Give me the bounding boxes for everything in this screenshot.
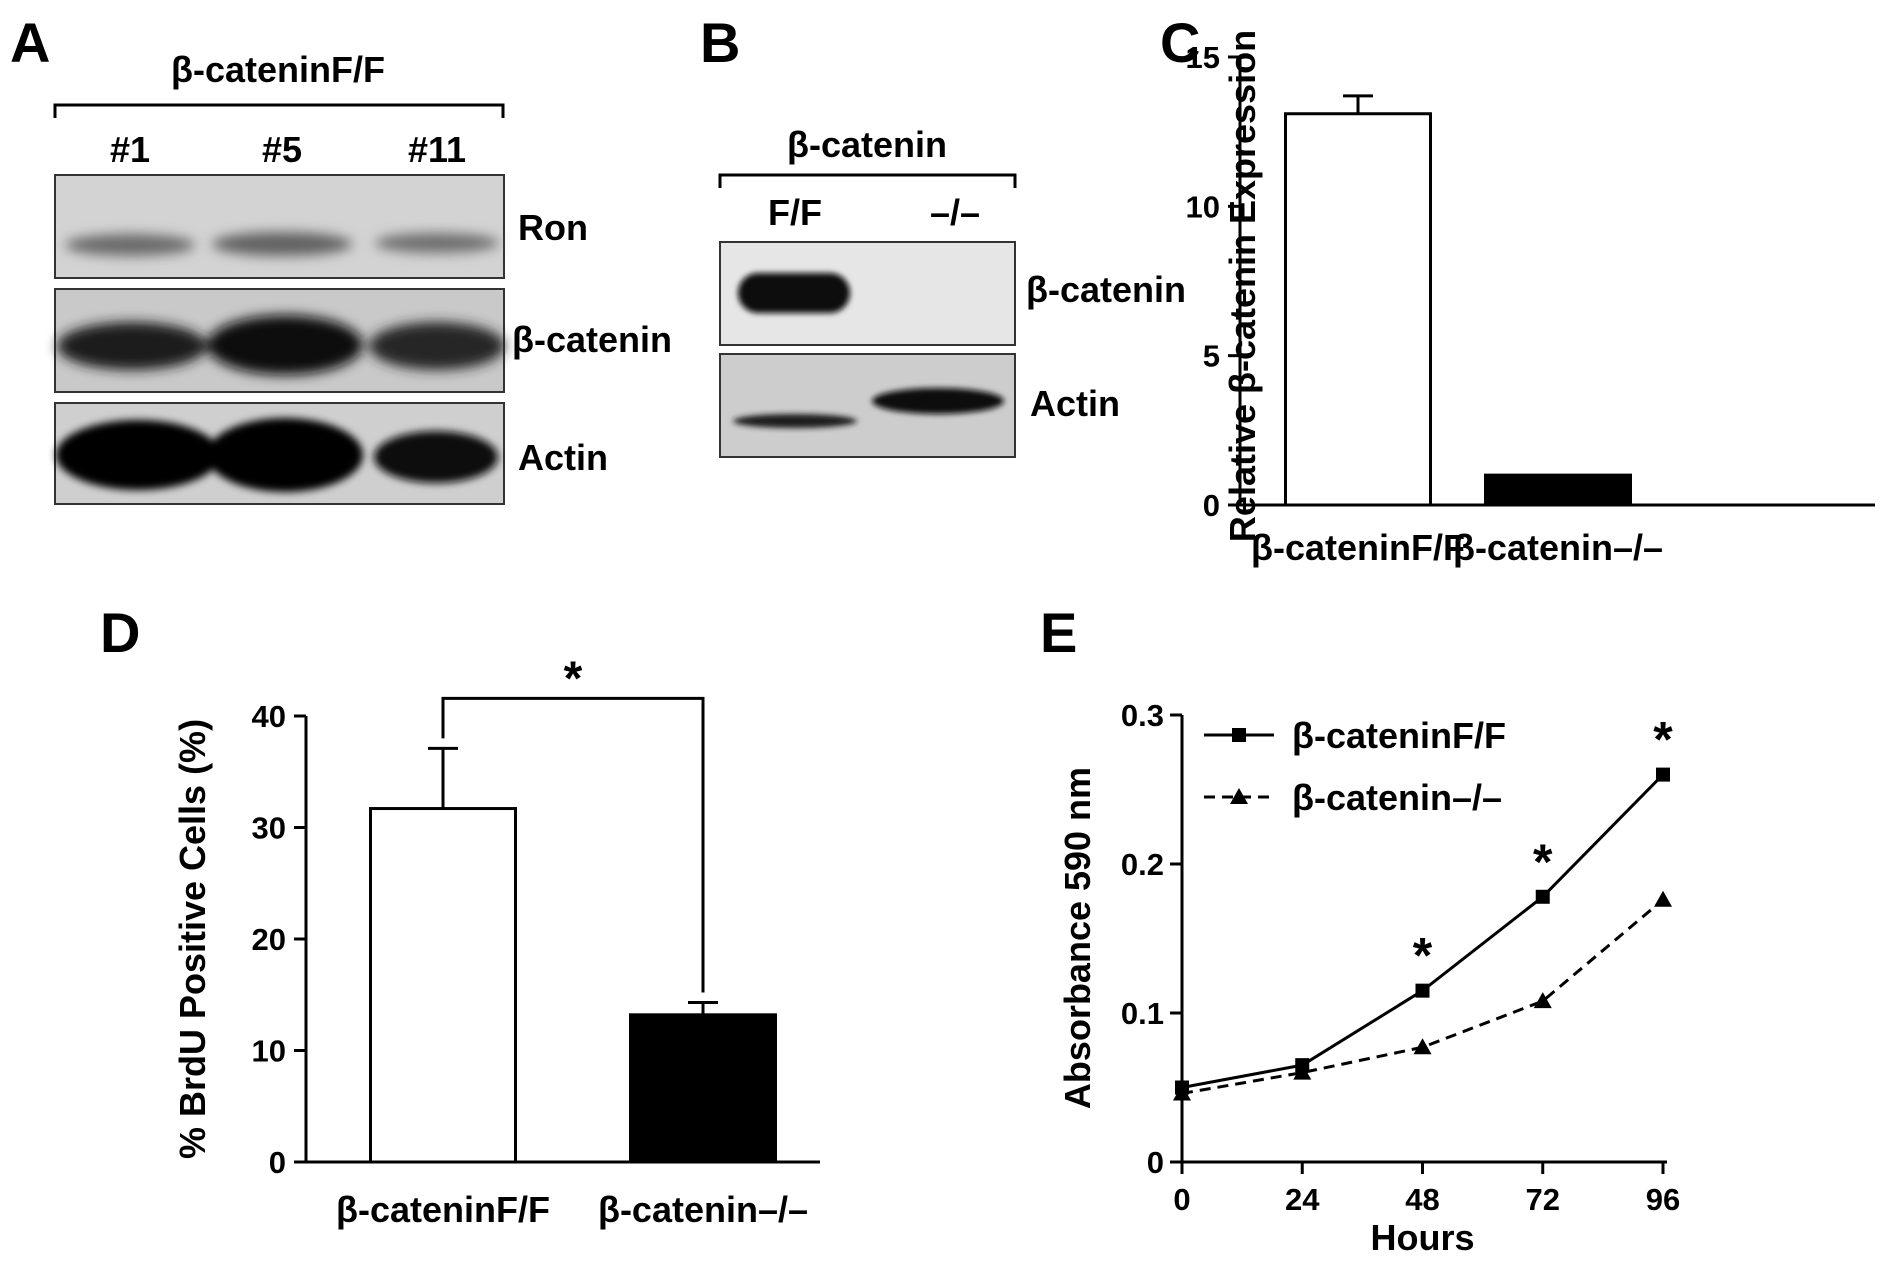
panel-b-letter: B bbox=[700, 11, 740, 74]
category-label: β-catenin–/– bbox=[598, 1189, 808, 1230]
panel-d-chart: D 0 10 20 30 40 % BrdU Positive Cells (%) β-ca… bbox=[100, 601, 820, 1230]
legend-marker bbox=[1232, 728, 1246, 742]
y-tick-label: 30 bbox=[252, 811, 286, 846]
data-point bbox=[1415, 983, 1430, 998]
band-label-ron: Ron bbox=[518, 207, 588, 248]
x-tick-label: 72 bbox=[1526, 1182, 1560, 1217]
x-tick-label: 24 bbox=[1285, 1182, 1320, 1217]
band-label-b-beta-catenin: β-catenin bbox=[1026, 269, 1186, 310]
panel-b-bracket bbox=[718, 173, 1017, 188]
y-tick-label: 0.3 bbox=[1121, 698, 1164, 733]
blot-bands-ron bbox=[65, 232, 499, 256]
legend-marker bbox=[1230, 788, 1248, 804]
category-label: β-catenin–/– bbox=[1453, 527, 1663, 568]
legend-label: β-catenin–/– bbox=[1292, 777, 1502, 818]
band-label-actin: Actin bbox=[518, 437, 608, 478]
bar bbox=[369, 807, 517, 1164]
panel-a: A β-cateninF/F #1 #5 #11 Ron β-catenin A… bbox=[10, 11, 672, 505]
panel-b-lane-label: –/– bbox=[930, 192, 980, 233]
data-point bbox=[1293, 1063, 1312, 1080]
blot-bands-b-actin bbox=[733, 388, 1004, 428]
data-point bbox=[1413, 1038, 1432, 1055]
panel-a-lane-label: #1 bbox=[110, 129, 150, 170]
bar bbox=[1284, 112, 1432, 507]
significance-star: * bbox=[564, 652, 583, 705]
data-point bbox=[1173, 1084, 1191, 1101]
significance-star: * bbox=[1413, 928, 1433, 984]
panel-b: B β-catenin F/F –/– β-catenin Actin bbox=[700, 11, 1186, 458]
panel-c-letter: C bbox=[1160, 11, 1200, 74]
data-point bbox=[1654, 890, 1672, 907]
y-tick-label: 10 bbox=[252, 1034, 286, 1069]
y-tick-label: 5 bbox=[1203, 339, 1220, 374]
band-label-b-actin: Actin bbox=[1030, 383, 1120, 424]
panel-a-bracket bbox=[53, 103, 505, 118]
panel-a-letter: A bbox=[10, 11, 50, 74]
y-tick-label: 0.1 bbox=[1121, 996, 1164, 1031]
y-tick-label: 20 bbox=[252, 922, 286, 957]
y-tick-label: 0 bbox=[1203, 488, 1220, 523]
panel-b-header: β-catenin bbox=[787, 124, 947, 165]
significance-star: * bbox=[1533, 834, 1553, 890]
blot-bands-beta-catenin bbox=[57, 315, 505, 375]
x-axis-label: Hours bbox=[1370, 1217, 1474, 1258]
panel-a-lane-label: #11 bbox=[408, 129, 466, 170]
x-tick-label: 48 bbox=[1405, 1182, 1439, 1217]
y-axis-label: % BrdU Positive Cells (%) bbox=[172, 719, 213, 1159]
panel-a-lane-label: #5 bbox=[262, 129, 302, 170]
blot-strip-b-beta-catenin bbox=[719, 241, 1016, 346]
panel-b-lane-label: F/F bbox=[768, 192, 822, 233]
blot-strip-ron bbox=[54, 174, 505, 279]
data-point bbox=[1535, 889, 1550, 904]
panel-e-chart: E 0 0.1 0.2 0.3 0 24 48 72 96 Hours Absorbance 590… bbox=[1040, 601, 1680, 1258]
bar bbox=[629, 1013, 777, 1164]
band-label-beta-catenin: β-catenin bbox=[512, 319, 672, 360]
y-tick-label: 0 bbox=[1147, 1145, 1164, 1180]
y-tick-label: 15 bbox=[1186, 40, 1220, 75]
panel-d-letter: D bbox=[100, 601, 140, 664]
y-tick-label: 0 bbox=[269, 1145, 286, 1180]
significance-star: * bbox=[1653, 712, 1673, 768]
category-label: β-cateninF/F bbox=[1251, 527, 1465, 568]
panel-e-letter: E bbox=[1040, 601, 1077, 664]
y-tick-label: 10 bbox=[1186, 189, 1220, 224]
bar bbox=[1484, 473, 1632, 507]
panel-a-header: β-cateninF/F bbox=[171, 49, 385, 90]
y-tick-label: 40 bbox=[252, 699, 286, 734]
y-axis-label: Absorbance 590 nm bbox=[1057, 767, 1098, 1109]
y-tick-label: 0.2 bbox=[1121, 847, 1164, 882]
legend-label: β-cateninF/F bbox=[1292, 715, 1506, 756]
y-axis-label: Relative β-catenin Expression bbox=[1222, 30, 1263, 542]
category-label: β-cateninF/F bbox=[336, 1189, 550, 1230]
significance-bracket bbox=[441, 696, 705, 993]
data-point bbox=[1533, 992, 1552, 1009]
x-tick-label: 96 bbox=[1646, 1182, 1680, 1217]
blot-bands-actin bbox=[56, 418, 498, 492]
data-point bbox=[1656, 767, 1670, 782]
blot-bands-b-beta-catenin bbox=[738, 273, 850, 313]
x-tick-label: 0 bbox=[1173, 1182, 1190, 1217]
